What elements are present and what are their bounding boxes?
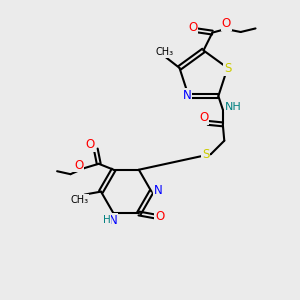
Text: NH: NH — [225, 101, 242, 112]
Text: O: O — [155, 210, 164, 223]
Text: N: N — [183, 89, 191, 102]
Text: N: N — [154, 184, 162, 197]
Text: N: N — [109, 214, 117, 226]
Text: S: S — [224, 62, 231, 75]
Text: O: O — [86, 138, 95, 151]
Text: O: O — [188, 21, 197, 34]
Text: CH₃: CH₃ — [70, 195, 88, 205]
Text: CH₃: CH₃ — [155, 47, 174, 57]
Text: H: H — [103, 215, 111, 225]
Text: O: O — [222, 17, 231, 30]
Text: O: O — [74, 159, 83, 172]
Text: S: S — [202, 148, 209, 161]
Text: O: O — [200, 111, 209, 124]
